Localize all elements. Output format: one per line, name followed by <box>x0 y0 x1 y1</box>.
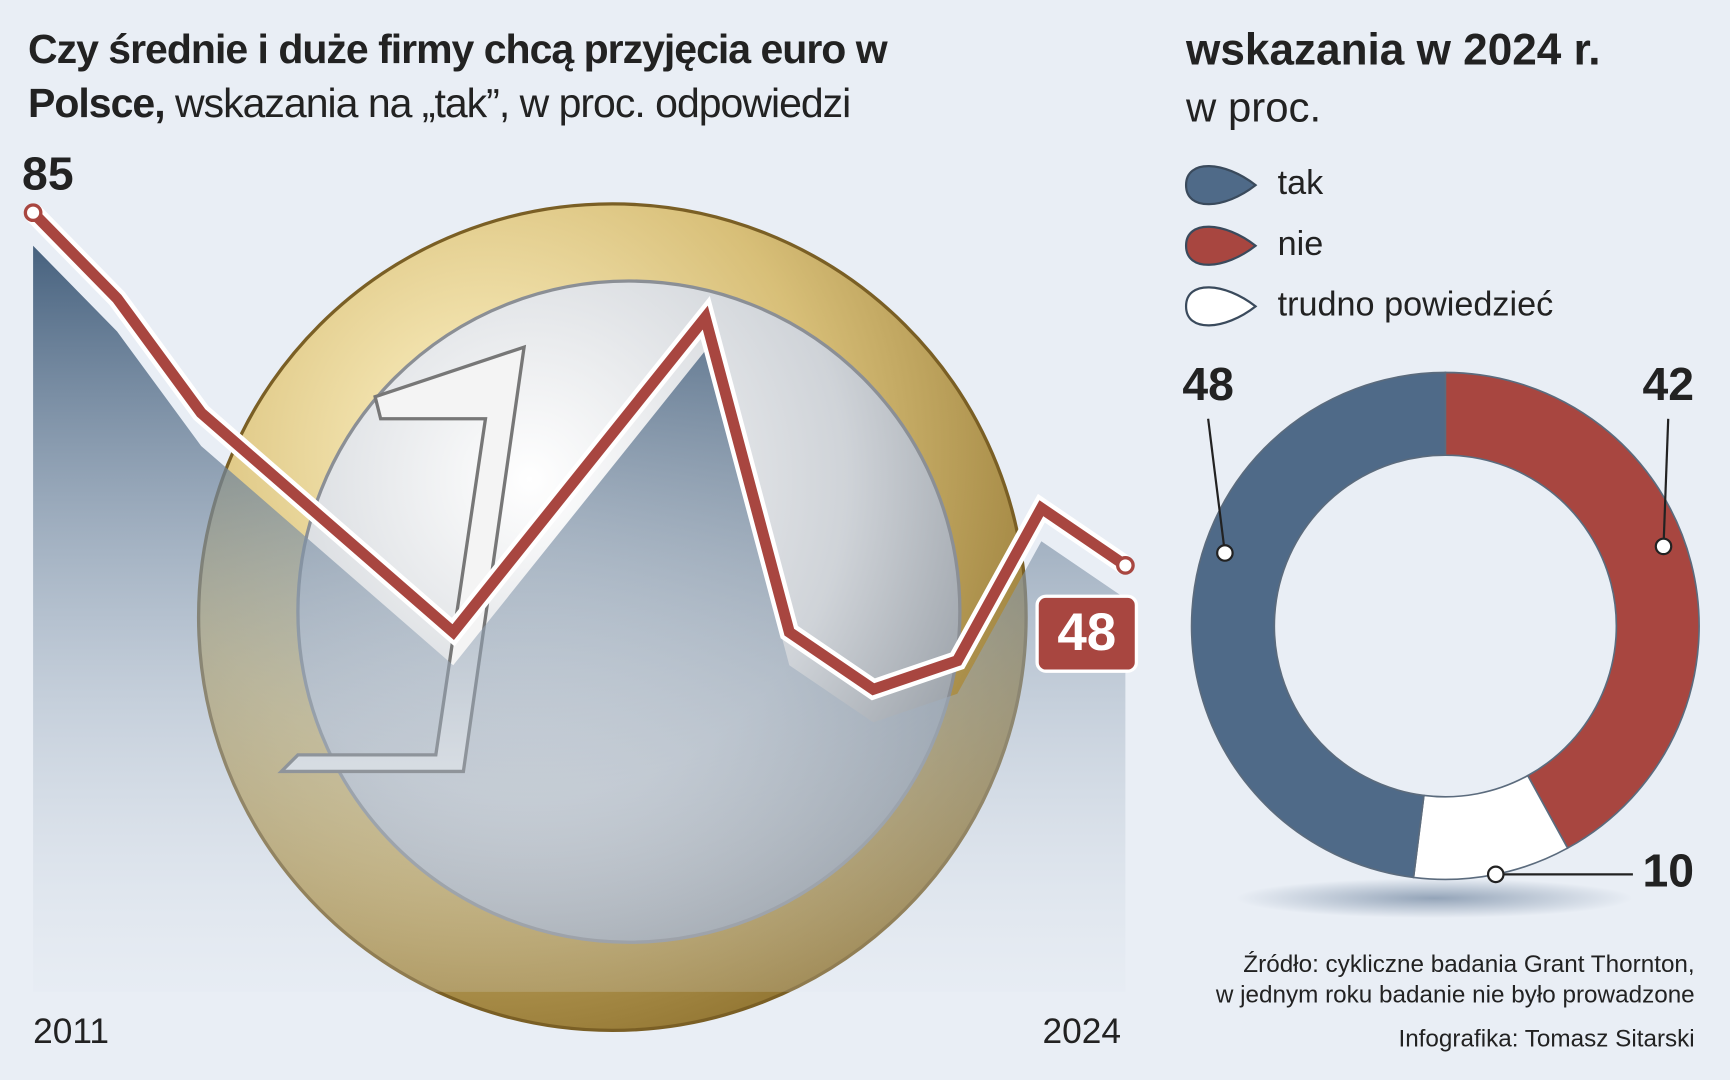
legend-label: trudno powiedzieć <box>1278 285 1554 323</box>
donut-title: wskazania w 2024 r. <box>1185 26 1601 75</box>
legend-label: tak <box>1278 164 1325 202</box>
title-block: Czy średnie i duże firmy chcą przyjęcia … <box>28 22 1128 130</box>
leader-dot <box>1654 537 1673 556</box>
value-label: 10 <box>1642 845 1694 897</box>
donut-shadow <box>1235 878 1633 918</box>
legend-icon <box>1184 225 1258 266</box>
legend-label: nie <box>1278 225 1324 263</box>
x-tick-label: 2024 <box>1042 1012 1120 1051</box>
value-label: 48 <box>1057 603 1116 662</box>
donut-segment <box>1190 371 1447 879</box>
leader-line <box>1662 418 1670 547</box>
value-label-box <box>1035 594 1139 673</box>
end-point <box>23 203 43 223</box>
chart-title: Czy średnie i duże firmy chcą przyjęcia … <box>28 26 888 126</box>
leader-dot <box>1486 865 1505 884</box>
x-tick-label: 2011 <box>33 1012 109 1051</box>
value-label: 48 <box>1182 358 1234 410</box>
source: Źródło: cykliczne badania Grant Thornton… <box>1243 951 1694 978</box>
donut-segment <box>1444 371 1700 850</box>
leader-line <box>1207 418 1226 554</box>
legend-icon <box>1184 165 1258 206</box>
chart-subtitle: wskazania na „tak”, w proc. odpowiedzi <box>175 80 851 126</box>
leader-dot <box>1216 544 1234 562</box>
value-label: 42 <box>1642 358 1694 410</box>
area <box>33 245 1126 992</box>
credit: Infografika: Tomasz Sitarski <box>1398 1026 1694 1053</box>
end-point <box>1116 556 1135 575</box>
source: w jednym roku badanie nie było prowadzon… <box>1215 982 1695 1009</box>
donut-subtitle: w proc. <box>1185 83 1321 130</box>
value-label: 85 <box>22 148 74 200</box>
line <box>29 208 1129 696</box>
legend-icon <box>1184 286 1258 327</box>
